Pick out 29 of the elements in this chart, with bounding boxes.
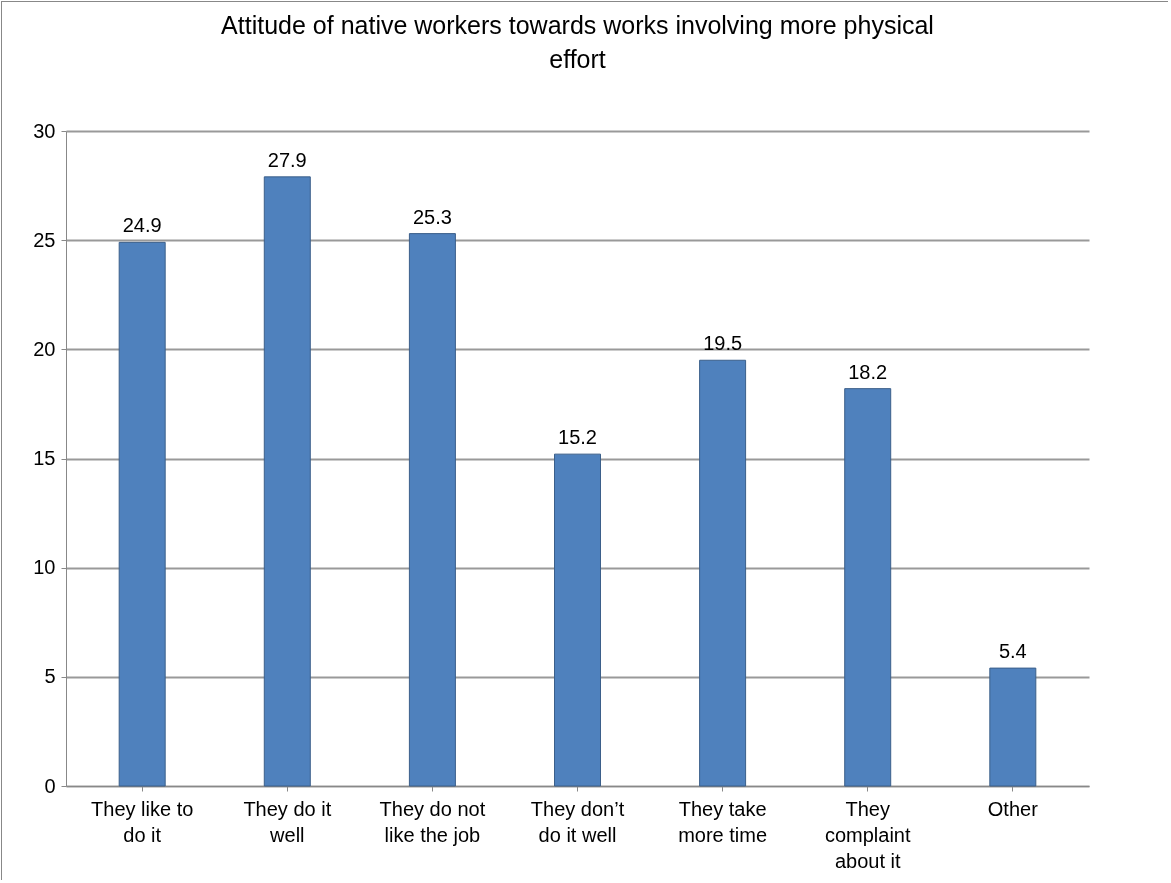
y-tick-label: 30 [33, 119, 56, 142]
bar [408, 233, 456, 787]
x-tick-label: They like to do it [91, 797, 194, 846]
y-tick-label: 0 [44, 774, 56, 797]
data-label: 15.2 [558, 426, 597, 449]
x-tick-label: Other [987, 797, 1039, 820]
y-tick-label: 10 [33, 556, 56, 579]
chart-title: Attitude of native workers towards works involving more physical effort [221, 11, 934, 73]
data-label: 27.9 [267, 148, 307, 171]
y-tick-label: 25 [33, 228, 56, 251]
y-tick-label: 15 [33, 447, 56, 469]
data-label: 5.4 [998, 640, 1027, 663]
bar [118, 241, 166, 787]
data-label: 19.5 [703, 332, 743, 355]
data-label: 24.9 [122, 214, 162, 237]
bar [989, 667, 1037, 787]
x-tick-label: They do it well [243, 797, 332, 846]
y-tick-label: 5 [44, 665, 56, 688]
x-tick-label: They do not like the job [379, 797, 486, 846]
bar [263, 176, 311, 787]
x-tick-label: They complaint about it [824, 797, 911, 872]
data-label: 25.3 [412, 205, 452, 228]
y-tick-label: 20 [33, 337, 56, 360]
bar [554, 453, 601, 787]
bar [699, 359, 747, 787]
data-label: 18.2 [848, 360, 888, 383]
x-tick-label: They take more time [678, 797, 768, 846]
bar [844, 388, 892, 787]
x-tick-label: They don’t do it well [530, 797, 625, 846]
